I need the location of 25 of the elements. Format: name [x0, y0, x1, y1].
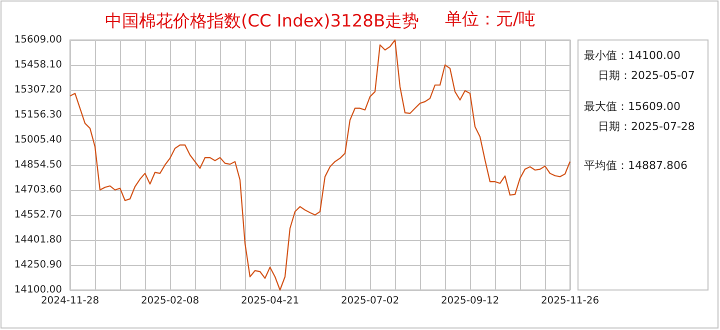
y-tick-label: 15005.40: [14, 134, 62, 146]
x-tick-label: 2025-02-08: [140, 296, 200, 306]
text: 日期：2025-05-07: [598, 69, 695, 82]
chart-subtitle: 单位：元/吨: [445, 10, 536, 30]
text: 最大值：15609.00: [584, 100, 680, 113]
text: 平均值：14887.806: [584, 159, 688, 172]
y-tick-label: 14854.50: [14, 160, 62, 170]
line-series: [69, 39, 571, 291]
y-tick-label: 15156.30: [14, 110, 62, 120]
x-tick-label: 2025-07-02: [340, 296, 400, 306]
text: 最小值：14100.00: [584, 49, 680, 62]
y-tick-label: 14552.70: [14, 210, 62, 220]
x-tick-label: 2025-04-21: [240, 296, 300, 306]
y-tick-label: 15307.20: [14, 84, 62, 96]
x-tick-label: 2024-11-28: [40, 296, 100, 306]
y-tick-label: 14703.60: [14, 184, 62, 196]
y-tick-label: 14250.90: [14, 260, 62, 270]
y-tick-label: 15458.10: [14, 60, 62, 70]
chart-title: 中国棉花价格指数(CC Index)3128B走势: [105, 12, 420, 32]
y-tick-label: 15609.00: [14, 34, 62, 46]
x-tick-label: 2025-09-12: [440, 296, 500, 306]
text: 日期：2025-07-28: [598, 120, 695, 133]
x-tick-label: 2025-11-26: [540, 296, 600, 306]
y-tick-label: 14100.00: [14, 284, 62, 296]
y-tick-label: 14401.80: [14, 234, 62, 246]
